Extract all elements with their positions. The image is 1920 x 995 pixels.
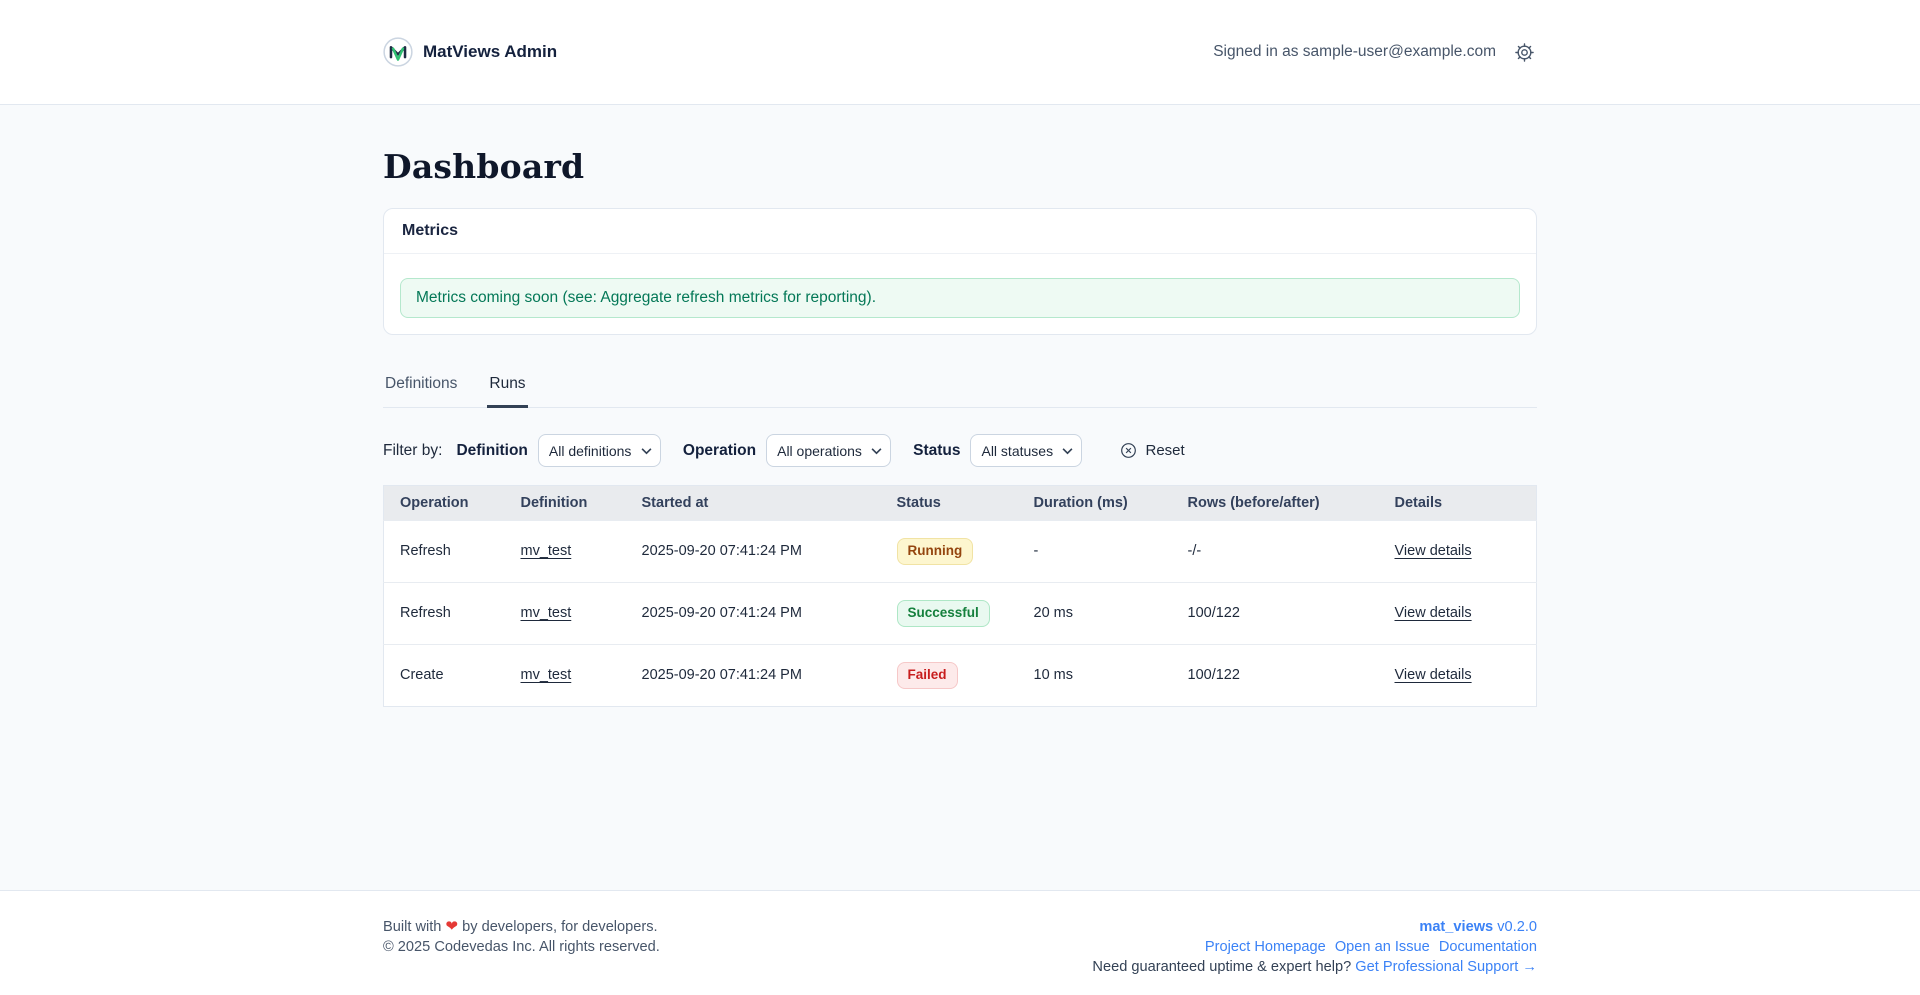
project-homepage-link[interactable]: Project Homepage — [1204, 939, 1326, 955]
reset-circle-x-icon — [1120, 442, 1137, 459]
view-details-link[interactable]: View details — [1394, 667, 1472, 684]
footer-links: Project Homepage Open an Issue Documenta… — [1092, 937, 1537, 957]
tab-definitions[interactable]: Definitions — [383, 369, 459, 408]
status-badge: Running — [896, 538, 974, 565]
col-status: Status — [880, 485, 1018, 521]
signed-in-text: Signed in as sample-user@example.com — [1213, 43, 1496, 60]
brand: MatViews Admin — [383, 37, 557, 67]
definition-filter-label: Definition — [456, 441, 528, 459]
started-at-cell: 2025-09-20 07:41:24 PM — [625, 643, 881, 707]
view-details-link[interactable]: View details — [1394, 605, 1472, 622]
started-at-cell: 2025-09-20 07:41:24 PM — [625, 581, 881, 645]
matviews-logo-icon — [383, 37, 413, 67]
definition-link[interactable]: mv_test — [520, 667, 572, 684]
reset-filters-button[interactable]: Reset — [1120, 442, 1185, 459]
metrics-coming-soon-alert: Metrics coming soon (see: Aggregate refr… — [400, 278, 1520, 318]
col-rows: Rows (before/after) — [1171, 485, 1379, 521]
filter-bar: Filter by: Definition All definitions Op… — [383, 434, 1537, 467]
tab-bar: Definitions Runs — [383, 369, 1537, 408]
definition-link[interactable]: mv_test — [520, 543, 572, 560]
col-duration: Duration (ms) — [1017, 485, 1172, 521]
operation-filter-label: Operation — [682, 441, 757, 459]
table-row: Refresh mv_test 2025-09-20 07:41:24 PM R… — [383, 520, 1537, 583]
status-filter-label: Status — [913, 441, 961, 459]
col-operation: Operation — [383, 485, 505, 521]
support-line: Need guaranteed uptime & expert help? Ge… — [1092, 959, 1537, 975]
tab-runs[interactable]: Runs — [487, 369, 528, 408]
operation-cell: Refresh — [383, 581, 505, 645]
col-definition: Definition — [504, 485, 626, 521]
col-started-at: Started at — [625, 485, 881, 521]
operation-filter-select[interactable]: All operations — [766, 434, 892, 467]
rows-cell: 100/122 — [1171, 643, 1379, 707]
rows-cell: 100/122 — [1171, 581, 1379, 645]
status-badge: Successful — [896, 599, 990, 627]
version-number: v0.2.0 — [1497, 919, 1537, 935]
page-title: Dashboard — [383, 147, 585, 186]
gear-icon — [1514, 42, 1535, 63]
started-at-cell: 2025-09-20 07:41:24 PM — [625, 520, 881, 583]
settings-button[interactable] — [1512, 40, 1537, 65]
filter-by-label: Filter by: — [383, 441, 443, 459]
main-content: Dashboard Metrics Metrics coming soon (s… — [0, 105, 1920, 890]
metrics-card: Metrics Metrics coming soon (see: Aggreg… — [383, 208, 1537, 335]
app-header: MatViews Admin Signed in as sample-user@… — [0, 0, 1920, 105]
rows-cell: -/- — [1171, 520, 1379, 583]
built-with-line: Built with ❤ by developers, for develope… — [383, 918, 658, 935]
professional-support-link[interactable]: Get Professional Support → — [1355, 959, 1537, 975]
status-filter-select[interactable]: All statuses — [970, 434, 1083, 467]
table-row: Refresh mv_test 2025-09-20 07:41:24 PM S… — [383, 581, 1537, 645]
operation-cell: Create — [383, 643, 505, 707]
operation-cell: Refresh — [383, 520, 505, 583]
app-footer: Built with ❤ by developers, for develope… — [0, 890, 1920, 995]
status-badge: Failed — [896, 661, 958, 689]
table-header-row: Operation Definition Started at Status D… — [383, 485, 1537, 521]
runs-table: Operation Definition Started at Status D… — [383, 485, 1537, 707]
copyright-line: © 2025 Codevedas Inc. All rights reserve… — [383, 939, 660, 955]
open-an-issue-link[interactable]: Open an Issue — [1334, 939, 1430, 955]
table-row: Create mv_test 2025-09-20 07:41:24 PM Fa… — [383, 643, 1537, 707]
version-line: mat_views v0.2.0 — [1092, 917, 1537, 937]
heart-icon: ❤ — [445, 918, 459, 935]
project-name: mat_views — [1419, 919, 1494, 935]
metrics-card-title: Metrics — [384, 209, 1536, 254]
definition-filter-select[interactable]: All definitions — [537, 434, 661, 467]
documentation-link[interactable]: Documentation — [1438, 939, 1537, 955]
brand-title: MatViews Admin — [423, 42, 558, 61]
duration-cell: 20 ms — [1017, 581, 1172, 645]
definition-link[interactable]: mv_test — [520, 605, 572, 622]
duration-cell: - — [1017, 520, 1172, 583]
duration-cell: 10 ms — [1017, 643, 1172, 707]
view-details-link[interactable]: View details — [1394, 543, 1472, 560]
col-details: Details — [1378, 485, 1537, 521]
